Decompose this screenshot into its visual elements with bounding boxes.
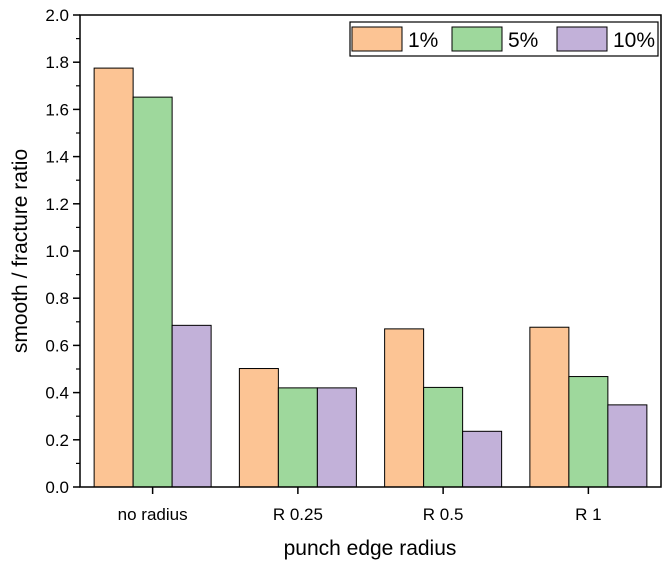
bar-2-1 xyxy=(423,386,464,488)
legend: 1% 5% 10% xyxy=(349,21,659,57)
bars-layer xyxy=(93,67,648,488)
bar-2-0 xyxy=(384,328,425,488)
x-tick-label: R 0.5 xyxy=(423,505,464,524)
legend-swatch xyxy=(556,26,608,52)
x-tick-label: R 0.25 xyxy=(273,505,323,524)
y-tick-label: 1.8 xyxy=(45,53,69,72)
y-tick-label: 1.4 xyxy=(45,148,69,167)
y-ticks: 0.0 0.2 0.4 0.6 0.8 1.0 1.2 1.4 1.6 1.8 2.0 xyxy=(45,6,80,497)
bar-1-2 xyxy=(316,387,357,488)
bar-0-1 xyxy=(132,96,173,488)
bar-3-2 xyxy=(607,404,648,488)
bar-2-2 xyxy=(462,430,503,488)
x-axis-label: punch edge radius xyxy=(284,537,457,560)
y-axis-label: smooth / fracture ratio xyxy=(9,149,32,353)
x-tick-label: R 1 xyxy=(575,505,601,524)
y-tick-label: 0.4 xyxy=(45,384,69,403)
x-ticks: no radius R 0.25 R 0.5 R 1 xyxy=(118,487,602,524)
bar-3-0 xyxy=(529,326,570,488)
x-tick-label: no radius xyxy=(118,505,188,524)
y-tick-label: 0.6 xyxy=(45,336,69,355)
bar-0-2 xyxy=(171,324,212,488)
bar-3-1 xyxy=(568,376,609,488)
bar-1-1 xyxy=(277,387,318,488)
legend-swatch xyxy=(451,26,503,52)
y-tick-label: 1.6 xyxy=(45,100,69,119)
y-tick-label: 1.2 xyxy=(45,195,69,214)
legend-label: 5% xyxy=(508,29,538,52)
y-tick-label: 0.8 xyxy=(45,289,69,308)
legend-label: 1% xyxy=(408,29,438,52)
bar-0-0 xyxy=(93,67,134,488)
y-tick-label: 1.0 xyxy=(45,242,69,261)
y-tick-label: 0.0 xyxy=(45,478,69,497)
bar-1-0 xyxy=(238,368,279,488)
y-tick-label: 2.0 xyxy=(45,6,69,25)
legend-label: 10% xyxy=(613,29,655,52)
y-tick-label: 0.2 xyxy=(45,431,69,450)
legend-swatch xyxy=(351,26,403,52)
